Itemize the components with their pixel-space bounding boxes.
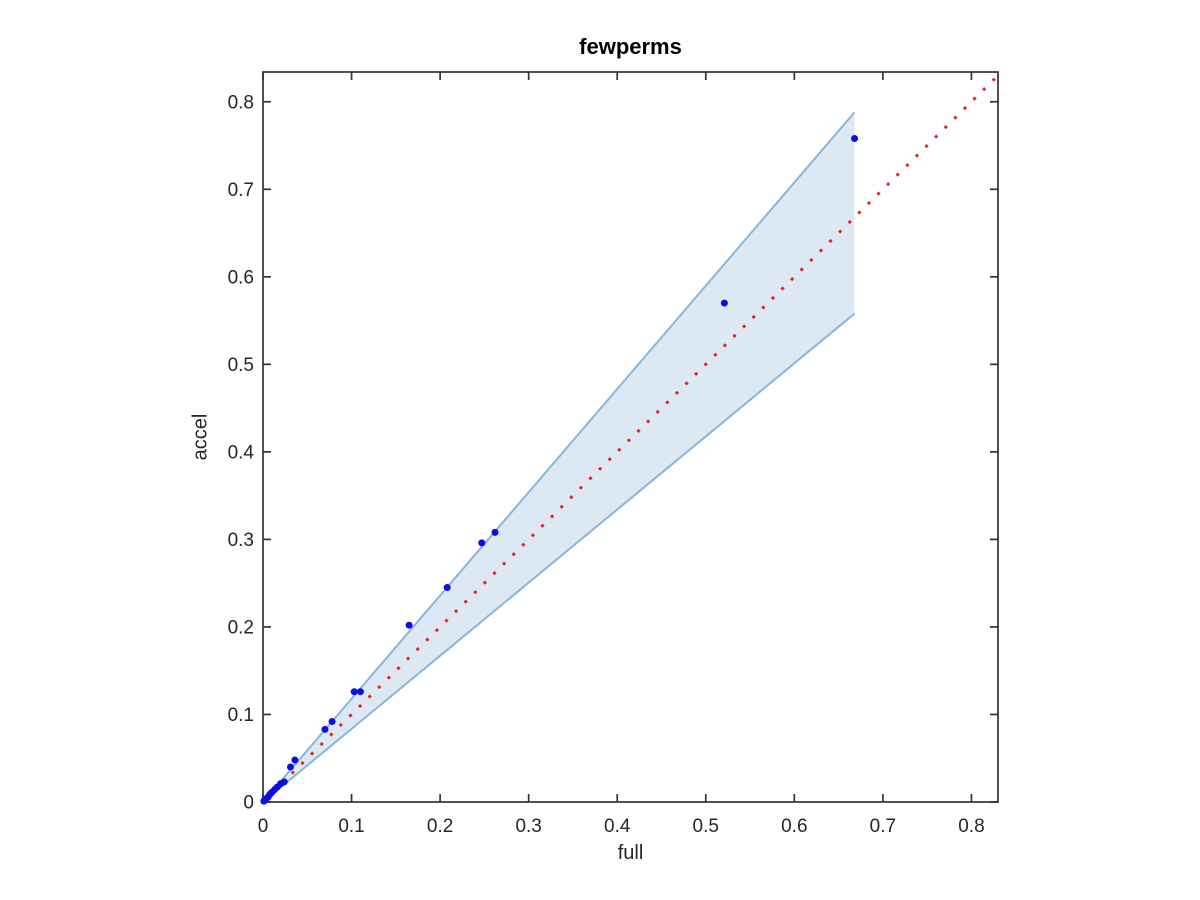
y-tick-label: 0.4 <box>228 442 255 463</box>
data-point <box>491 528 499 536</box>
data-point <box>851 135 859 143</box>
y-tick-label: 0.3 <box>228 530 254 551</box>
x-tick-label: 0.4 <box>604 816 631 837</box>
y-tick-label: 0 <box>243 793 254 814</box>
y-tick-label: 0.1 <box>228 705 254 726</box>
data-point <box>720 299 728 307</box>
data-point <box>260 797 268 805</box>
x-tick-label: 0.1 <box>338 816 364 837</box>
y-tick-label: 0.5 <box>228 355 254 376</box>
x-axis-label: full <box>617 842 644 864</box>
y-tick-label: 0.7 <box>228 180 254 201</box>
data-point <box>291 756 299 764</box>
x-tick-label: 0.3 <box>515 816 541 837</box>
x-tick-label: 0 <box>258 816 269 837</box>
x-tick-label: 0.7 <box>870 816 896 837</box>
x-tick-label: 0.5 <box>693 816 719 837</box>
data-point <box>443 584 451 592</box>
data-point <box>286 763 294 771</box>
data-point <box>328 717 336 725</box>
axes-box <box>262 71 999 803</box>
data-point <box>356 688 364 696</box>
y-axis-label: accel <box>189 413 212 461</box>
y-tick-label: 0.2 <box>228 617 254 638</box>
y-tick-label: 0.6 <box>228 267 254 288</box>
x-tick-label: 0.8 <box>958 816 984 837</box>
confidence-band-edge <box>262 111 856 803</box>
x-tick-label: 0.2 <box>427 816 453 837</box>
data-point <box>350 688 358 696</box>
y-tick-label: 0.8 <box>228 92 254 113</box>
data-point <box>321 725 329 733</box>
data-point <box>478 539 486 547</box>
x-tick-label: 0.6 <box>781 816 807 837</box>
chart-title: fewperms <box>579 34 682 59</box>
data-point <box>405 621 413 629</box>
